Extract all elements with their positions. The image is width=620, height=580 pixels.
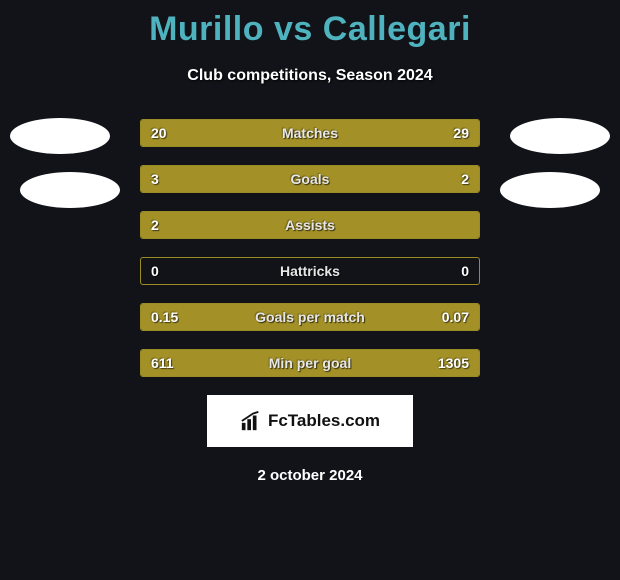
player1-avatar-top xyxy=(10,118,110,154)
stat-label: Goals per match xyxy=(141,304,479,330)
stat-row: 0 Hattricks 0 xyxy=(140,257,480,285)
player1-name: Murillo xyxy=(149,10,264,48)
footer-brand: FcTables.com xyxy=(207,395,413,447)
player2-name: Callegari xyxy=(323,10,471,48)
stat-label: Hattricks xyxy=(141,258,479,284)
footer-date: 2 october 2024 xyxy=(0,467,620,484)
footer-brand-text: FcTables.com xyxy=(268,411,380,431)
subtitle: Club competitions, Season 2024 xyxy=(0,67,620,85)
vs-text: vs xyxy=(274,10,313,48)
stat-right-value: 0 xyxy=(451,258,479,284)
stat-row: 2 Assists xyxy=(140,211,480,239)
player2-avatar-bottom xyxy=(500,172,600,208)
stat-right-value xyxy=(459,212,479,238)
stat-row: 3 Goals 2 xyxy=(140,165,480,193)
stat-row: 0.15 Goals per match 0.07 xyxy=(140,303,480,331)
stat-row: 611 Min per goal 1305 xyxy=(140,349,480,377)
stat-right-value: 29 xyxy=(443,120,479,146)
stat-right-value: 1305 xyxy=(428,350,479,376)
player2-avatar-top xyxy=(510,118,610,154)
comparison-title: Murillo vs Callegari xyxy=(0,0,620,49)
stat-label: Matches xyxy=(141,120,479,146)
bar-chart-icon xyxy=(240,410,262,432)
stat-right-value: 0.07 xyxy=(432,304,479,330)
stat-row: 20 Matches 29 xyxy=(140,119,480,147)
player1-avatar-bottom xyxy=(20,172,120,208)
stat-label: Goals xyxy=(141,166,479,192)
stat-right-value: 2 xyxy=(451,166,479,192)
stat-label: Assists xyxy=(141,212,479,238)
comparison-rows: 20 Matches 29 3 Goals 2 2 Assists 0 Hatt… xyxy=(140,119,480,377)
